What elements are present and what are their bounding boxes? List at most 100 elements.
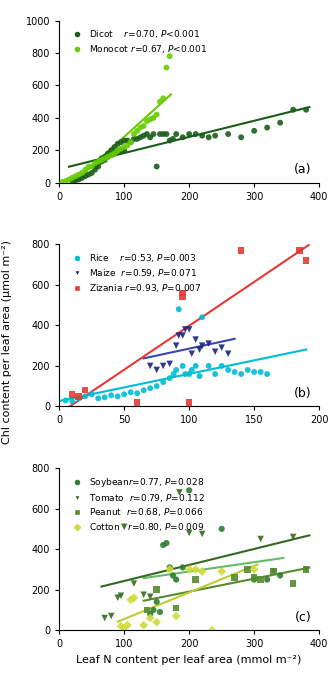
Point xyxy=(154,161,159,172)
Point xyxy=(197,345,202,356)
Point xyxy=(89,161,94,172)
Point xyxy=(99,153,104,164)
Point xyxy=(161,540,166,551)
Point xyxy=(83,391,88,402)
Point xyxy=(193,574,198,585)
Point xyxy=(157,96,163,107)
Point xyxy=(199,130,205,141)
Point xyxy=(303,104,309,115)
Point xyxy=(239,369,244,379)
Point xyxy=(245,564,250,575)
Point xyxy=(265,122,270,133)
Point xyxy=(193,129,198,140)
Point xyxy=(189,348,194,359)
Point xyxy=(187,485,192,496)
Point xyxy=(79,168,85,179)
Point xyxy=(105,151,111,162)
Point xyxy=(176,303,181,314)
Point xyxy=(102,155,107,166)
Point xyxy=(102,612,107,623)
Point xyxy=(76,169,81,180)
Point xyxy=(265,574,270,585)
Point xyxy=(180,330,185,341)
Point xyxy=(297,245,302,256)
Point xyxy=(147,114,153,125)
Point xyxy=(138,122,143,133)
Point xyxy=(125,135,130,146)
Text: (c): (c) xyxy=(294,611,311,624)
Point xyxy=(69,389,75,400)
Point xyxy=(76,391,81,402)
Point xyxy=(109,149,114,160)
Point xyxy=(197,371,202,382)
Point xyxy=(118,590,124,601)
Point xyxy=(112,142,117,153)
Point xyxy=(141,121,146,132)
Point xyxy=(187,369,192,379)
Point xyxy=(115,145,120,155)
Point xyxy=(128,595,133,606)
Point xyxy=(102,153,107,164)
Point xyxy=(187,527,192,538)
Point xyxy=(193,564,198,575)
Point xyxy=(251,564,257,575)
Point xyxy=(173,574,179,585)
Point xyxy=(199,340,205,351)
Point xyxy=(258,534,263,545)
Point xyxy=(105,151,111,162)
Legend: Rice    $r$=0.53, $P$=0.003, Maize  $r$=0.59, $P$=0.071, Zizania $r$=0.93, $P$=0: Rice $r$=0.53, $P$=0.003, Maize $r$=0.59… xyxy=(66,251,203,295)
Point xyxy=(95,156,101,167)
Point xyxy=(187,564,192,575)
Point xyxy=(144,116,150,127)
Point xyxy=(251,125,257,136)
Point xyxy=(154,597,159,608)
X-axis label: Leaf N content per leaf area (mmol m⁻²): Leaf N content per leaf area (mmol m⁻²) xyxy=(76,655,302,664)
Point xyxy=(112,148,117,159)
Point xyxy=(66,174,72,185)
Point xyxy=(167,562,172,573)
Point xyxy=(109,145,114,155)
Point xyxy=(277,570,283,581)
Point xyxy=(187,397,192,408)
Point xyxy=(239,132,244,142)
Point xyxy=(164,538,169,549)
Point xyxy=(79,173,85,184)
Point xyxy=(180,360,185,371)
Point xyxy=(131,578,137,589)
Point xyxy=(245,364,250,375)
Point xyxy=(131,129,137,140)
Point xyxy=(154,616,159,627)
Point xyxy=(199,312,205,323)
Point xyxy=(112,148,117,159)
Point xyxy=(83,385,88,396)
Point xyxy=(69,396,75,407)
Point xyxy=(167,564,172,575)
Legend: Dicot    $r$=0.70, $P$<0.001, Monocot $r$=0.67, $P$<0.001: Dicot $r$=0.70, $P$<0.001, Monocot $r$=0… xyxy=(66,27,209,57)
Point xyxy=(173,129,179,140)
Point xyxy=(147,608,153,619)
Point xyxy=(95,158,101,169)
Point xyxy=(161,360,166,371)
Point xyxy=(171,369,176,379)
Point xyxy=(151,112,156,123)
Point xyxy=(206,338,211,349)
Point xyxy=(63,395,68,406)
Point xyxy=(167,135,172,146)
Point xyxy=(102,151,107,162)
Point xyxy=(180,132,185,142)
Point xyxy=(73,171,78,182)
Point xyxy=(141,589,146,600)
Point xyxy=(92,161,98,172)
Point xyxy=(225,348,231,359)
Point xyxy=(147,132,153,142)
Point xyxy=(141,620,146,631)
Point xyxy=(125,620,130,631)
Point xyxy=(109,390,114,401)
Point xyxy=(193,334,198,345)
Point xyxy=(232,366,237,377)
Point xyxy=(167,358,172,369)
Point xyxy=(199,528,205,539)
Point xyxy=(144,129,150,140)
Point xyxy=(161,129,166,140)
Point xyxy=(170,134,176,145)
